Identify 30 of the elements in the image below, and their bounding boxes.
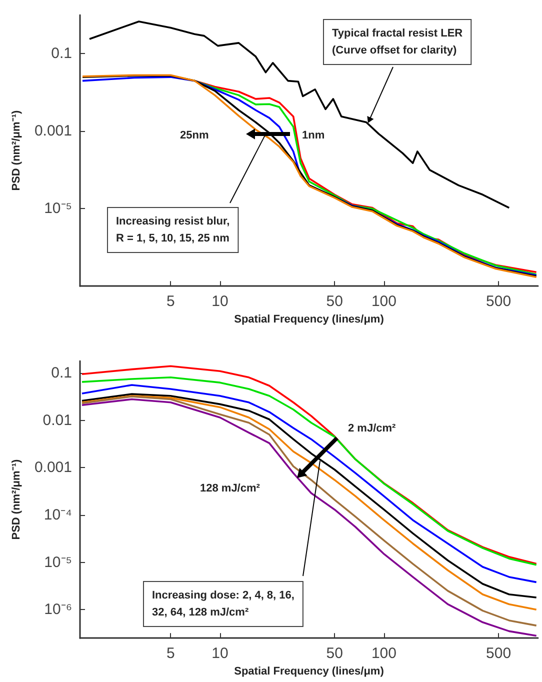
annotation: Increasing resist blur, R = 1, 5, 10, 15, 25 nm bbox=[116, 216, 230, 244]
x-tick-label: 50 bbox=[326, 293, 343, 310]
x-tick-label: 5 bbox=[166, 293, 175, 310]
annotation: 25nm bbox=[180, 130, 209, 142]
y-tick-label: 10⁻⁵ bbox=[44, 554, 72, 571]
x-tick-label: 100 bbox=[371, 293, 396, 310]
x-tick-label: 100 bbox=[371, 645, 396, 662]
y-axis-title: PSD (nm²/μm⁻¹) bbox=[10, 110, 22, 191]
annotation: 1nm bbox=[302, 130, 325, 142]
x-tick-label: 10 bbox=[212, 293, 228, 310]
y-tick-label: 0.1 bbox=[51, 45, 72, 62]
y-tick-label: 10⁻⁶ bbox=[44, 601, 72, 618]
x-tick-label: 500 bbox=[486, 293, 512, 310]
y-axis-title: PSD (nm²/μm⁻¹) bbox=[10, 459, 22, 540]
x-axis-title: Spatial Frequency (lines/μm) bbox=[234, 314, 384, 326]
annotation: 2 mJ/cm² bbox=[348, 422, 396, 434]
annotation: Typical fractal resist LER (Curve offset for clarity) bbox=[332, 28, 463, 56]
y-tick-label: 0.1 bbox=[51, 364, 72, 382]
y-tick-label: 0.01 bbox=[42, 412, 72, 429]
x-tick-label: 5 bbox=[166, 645, 175, 662]
y-tick-label: 10⁻⁴ bbox=[44, 506, 72, 524]
x-tick-label: 500 bbox=[486, 645, 512, 662]
y-tick-label: 10⁻⁵ bbox=[44, 200, 72, 218]
x-tick-label: 10 bbox=[212, 645, 228, 662]
annotation: 128 mJ/cm² bbox=[200, 482, 260, 494]
x-tick-label: 50 bbox=[326, 645, 343, 662]
y-tick-label: 0.001 bbox=[34, 459, 72, 476]
x-axis-title: Spatial Frequency (lines/μm) bbox=[234, 666, 384, 678]
annotation: Increasing dose: 2, 4, 8, 16, 32, 64, 128 mJ/cm² bbox=[152, 590, 294, 618]
y-tick-label: 0.001 bbox=[34, 122, 72, 140]
